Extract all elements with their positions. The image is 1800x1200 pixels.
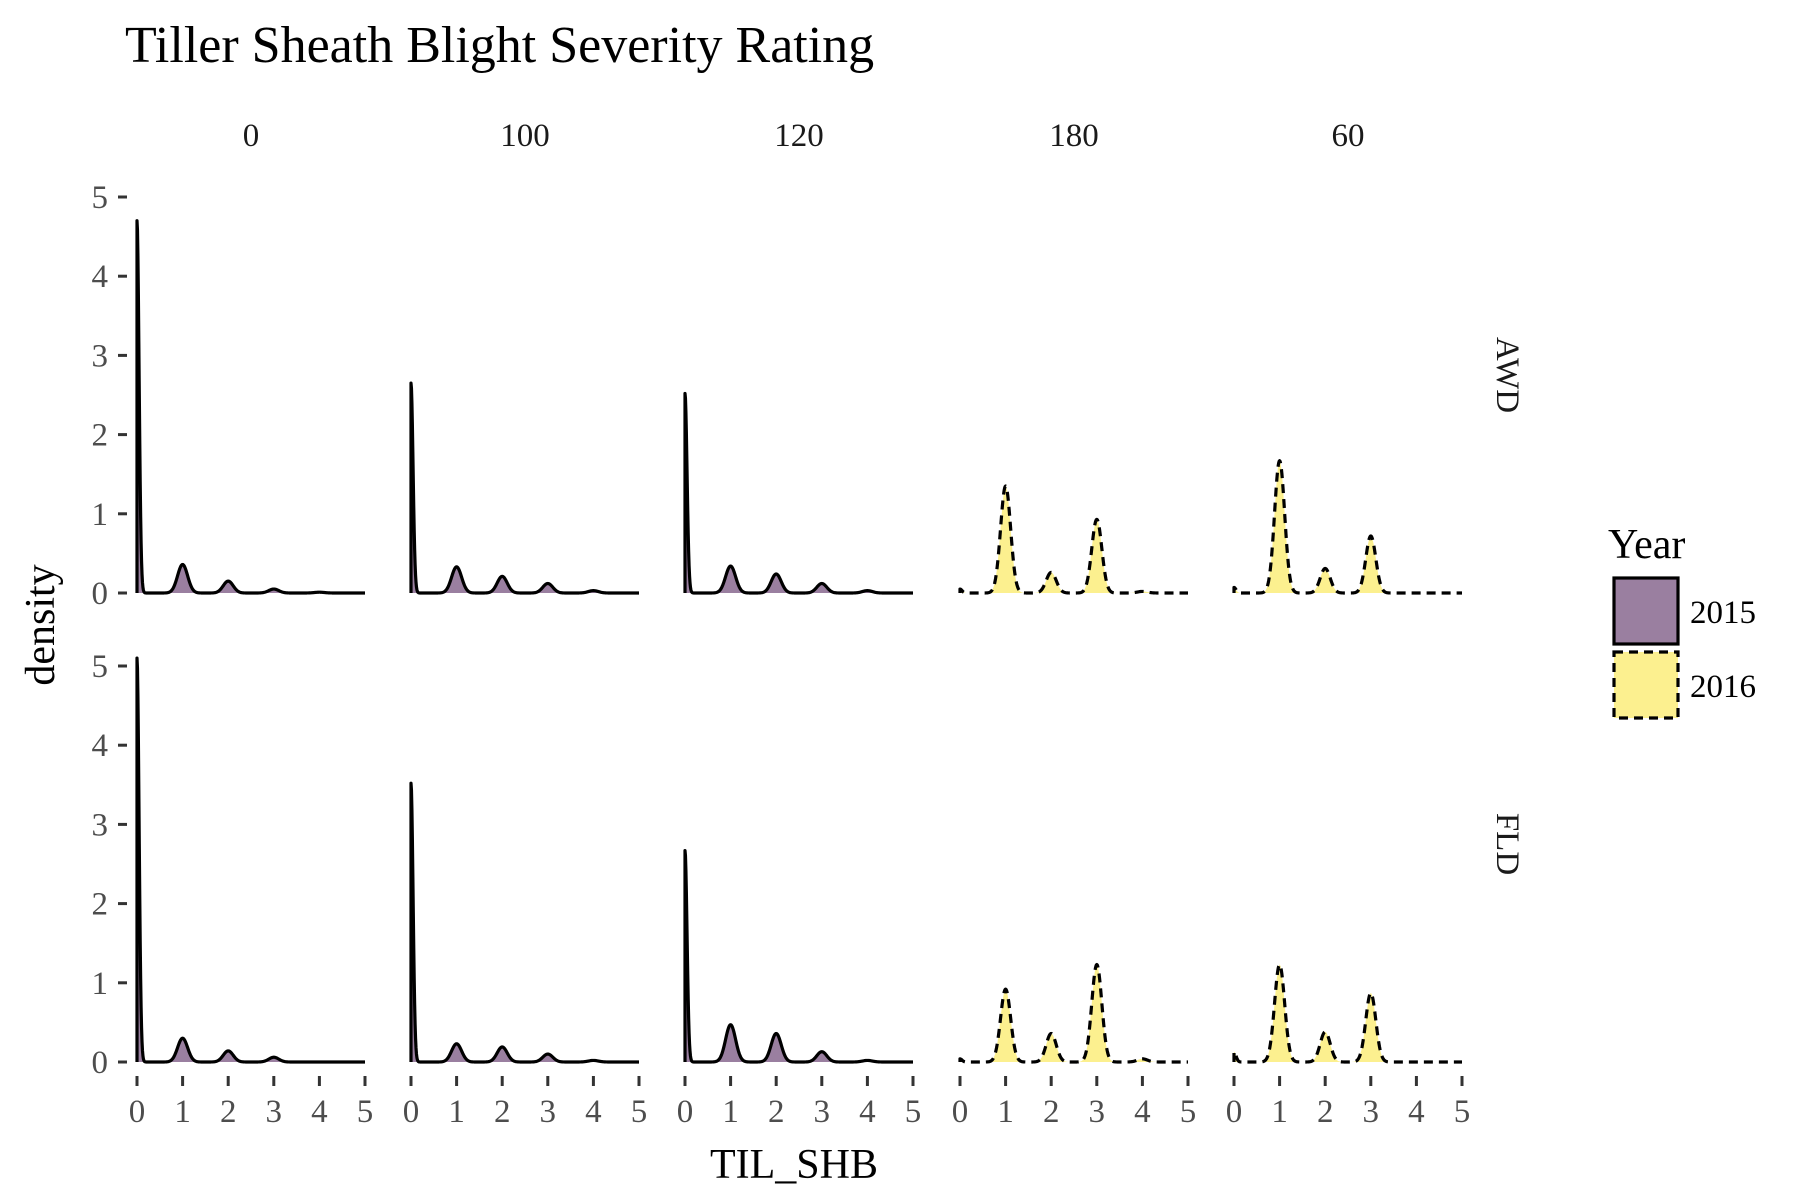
x-tick-label: 0: [403, 1094, 420, 1130]
y-tick-label: 4: [92, 259, 109, 295]
strip-label-col-100: 100: [500, 118, 550, 154]
x-tick-label: 3: [540, 1094, 557, 1130]
legend: Year 2015 2016: [1608, 522, 1756, 720]
density-curve-FLD-100-2015: [409, 781, 641, 1064]
y-tick-label: 2: [92, 887, 109, 923]
x-tick-label: 3: [1089, 1094, 1106, 1130]
x-tick-label: 1: [448, 1094, 465, 1130]
facet-panels: [135, 219, 1464, 1064]
x-tick-label: 1: [174, 1094, 191, 1130]
x-tick-label: 2: [494, 1094, 511, 1130]
x-tick-label: 3: [1363, 1094, 1380, 1130]
density-curve-AWD-120-2015: [683, 391, 915, 595]
x-tick-label: 4: [859, 1094, 876, 1130]
chart-title: Tiller Sheath Blight Severity Rating: [125, 17, 874, 74]
x-tick-label: 5: [631, 1094, 648, 1130]
x-tick-label: 1: [1271, 1094, 1288, 1130]
density-curve-AWD-0-2015: [135, 219, 367, 595]
x-tick-label: 5: [1180, 1094, 1197, 1130]
x-tick-label: 4: [311, 1094, 328, 1130]
x-tick-label: 3: [814, 1094, 831, 1130]
x-tick-label: 4: [1134, 1094, 1151, 1130]
strip-label-col-180: 180: [1049, 118, 1099, 154]
y-tick-label: 0: [92, 576, 109, 612]
y-tick-label: 2: [92, 418, 109, 454]
x-tick-label: 3: [266, 1094, 283, 1130]
y-tick-label: 0: [92, 1045, 109, 1081]
legend-label-2016: 2016: [1690, 669, 1756, 705]
x-tick-label: 0: [677, 1094, 694, 1130]
x-tick-label: 0: [1226, 1094, 1243, 1130]
strip-label-col-120: 120: [774, 118, 824, 154]
y-axis-title: density: [18, 564, 64, 685]
x-tick-label: 0: [129, 1094, 146, 1130]
y-tick-label: 3: [92, 807, 109, 843]
strip-label-col-0: 0: [243, 118, 260, 154]
legend-key-2016: [1612, 650, 1680, 720]
y-tick-label: 1: [92, 497, 109, 533]
y-tick-label: 1: [92, 966, 109, 1002]
y-tick-label: 5: [92, 649, 109, 685]
y-tick-label: 3: [92, 338, 109, 374]
density-curve-AWD-180-2016: [958, 484, 1190, 595]
x-tick-label: 2: [1043, 1094, 1060, 1130]
x-axis-title: TIL_SHB: [710, 1142, 878, 1188]
y-tick-label: 5: [92, 180, 109, 216]
density-curve-FLD-120-2015: [683, 848, 915, 1064]
legend-key-2015: [1612, 576, 1680, 646]
density-curve-FLD-180-2016: [958, 962, 1190, 1064]
x-tick-label: 2: [768, 1094, 785, 1130]
density-curve-FLD-0-2015: [135, 656, 367, 1064]
x-tick-label: 4: [585, 1094, 602, 1130]
density-curve-FLD-60-2016: [1232, 962, 1464, 1064]
x-tick-label: 0: [952, 1094, 969, 1130]
strip-label-col-60: 60: [1332, 118, 1365, 154]
y-tick-label: 4: [92, 728, 109, 764]
density-curve-AWD-60-2016: [1232, 459, 1464, 595]
x-tick-label: 1: [722, 1094, 739, 1130]
x-tick-label: 2: [1317, 1094, 1334, 1130]
legend-label-2015: 2015: [1690, 595, 1756, 631]
x-tick-label: 2: [220, 1094, 237, 1130]
x-tick-label: 5: [357, 1094, 374, 1130]
x-tick-label: 1: [997, 1094, 1014, 1130]
density-curve-AWD-100-2015: [409, 381, 641, 595]
legend-title: Year: [1608, 522, 1685, 568]
strip-label-row-FLD: FLD: [1489, 813, 1525, 875]
x-tick-label: 4: [1408, 1094, 1425, 1130]
strip-label-row-AWD: AWD: [1489, 337, 1525, 413]
x-tick-label: 5: [905, 1094, 922, 1130]
x-tick-label: 5: [1454, 1094, 1471, 1130]
